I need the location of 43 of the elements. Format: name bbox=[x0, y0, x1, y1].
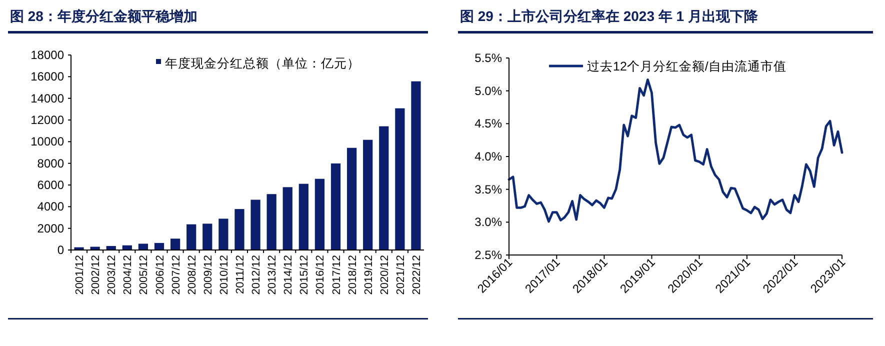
x-tick-label: 2017/12 bbox=[330, 255, 343, 295]
x-tick-label: 2016/12 bbox=[314, 255, 327, 295]
x-tick-label: 2014/12 bbox=[282, 255, 295, 295]
x-tick-label: 2020/12 bbox=[378, 255, 391, 295]
y-tick-label: 4000 bbox=[37, 200, 64, 214]
legend-label: 年度现金分红总额（单位：亿元） bbox=[165, 56, 360, 70]
legend-label: 过去12个月分红金额/自由流通市值 bbox=[587, 58, 786, 74]
y-tick-label: 2000 bbox=[37, 221, 64, 236]
y-tick-label: 5.5% bbox=[474, 51, 502, 65]
y-tick-label: 5.0% bbox=[474, 84, 502, 98]
y-tick-label: 3.0% bbox=[474, 215, 502, 230]
x-tick-label: 2003/12 bbox=[106, 255, 118, 295]
x-tick-label: 2015/12 bbox=[298, 255, 311, 295]
y-tick-label: 0 bbox=[57, 243, 64, 257]
x-tick-label: 2018/12 bbox=[346, 255, 359, 295]
x-tick-label: 2011/12 bbox=[234, 255, 246, 294]
y-tick-label: 3.5% bbox=[474, 182, 502, 196]
y-tick-label: 10000 bbox=[30, 134, 64, 149]
y-tick-label: 8000 bbox=[37, 156, 64, 170]
y-tick-label: 4.5% bbox=[474, 116, 502, 131]
y-tick-label: 6000 bbox=[37, 178, 64, 192]
x-tick-label: 2012/12 bbox=[250, 255, 263, 295]
x-tick-label: 2007/12 bbox=[170, 255, 182, 295]
y-tick-label: 2.5% bbox=[474, 248, 502, 262]
y-tick-label: 18000 bbox=[30, 48, 64, 62]
chart-title: 图 28：年度分红金额平稳增加 bbox=[10, 8, 198, 24]
x-tick-label: 2022/12 bbox=[410, 255, 423, 295]
x-tick-label: 2006/12 bbox=[154, 255, 166, 295]
y-tick-label: 14000 bbox=[30, 91, 64, 106]
x-tick-label: 2019/12 bbox=[362, 255, 375, 295]
chart-title: 图 29：上市公司分红率在 2023 年 1 月出现下降 bbox=[460, 8, 759, 24]
x-tick-label: 2013/12 bbox=[266, 255, 279, 295]
x-tick-label: 2002/12 bbox=[90, 255, 102, 295]
x-tick-label: 2021/12 bbox=[394, 255, 407, 295]
y-tick-label: 12000 bbox=[30, 113, 64, 127]
x-tick-label: 2001/12 bbox=[74, 255, 86, 295]
y-tick-label: 4.0% bbox=[474, 150, 502, 164]
x-tick-label: 2004/12 bbox=[122, 255, 134, 295]
x-tick-label: 2010/12 bbox=[218, 255, 230, 295]
x-tick-label: 2008/12 bbox=[186, 255, 198, 295]
x-tick-label: 2005/12 bbox=[138, 255, 150, 295]
y-tick-label: 16000 bbox=[30, 70, 64, 84]
x-tick-label: 2009/12 bbox=[202, 255, 214, 295]
